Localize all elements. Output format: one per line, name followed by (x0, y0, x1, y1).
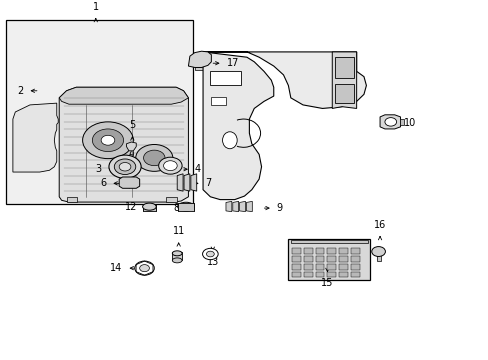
Polygon shape (194, 67, 206, 69)
Polygon shape (59, 87, 188, 202)
Bar (304, 264, 312, 270)
Polygon shape (190, 174, 196, 191)
Text: 1: 1 (93, 2, 99, 12)
Text: 7: 7 (205, 178, 211, 188)
Circle shape (114, 159, 136, 175)
Bar (292, 264, 301, 270)
Bar (172, 252, 182, 260)
Bar (210, 71, 240, 85)
Circle shape (163, 161, 177, 171)
Bar (304, 256, 312, 262)
Bar (376, 252, 380, 261)
Polygon shape (225, 201, 231, 212)
Bar (327, 272, 335, 277)
Bar (211, 97, 225, 105)
Text: 17: 17 (226, 58, 238, 68)
Bar (304, 272, 312, 277)
Text: 15: 15 (321, 278, 333, 288)
Text: 11: 11 (172, 226, 184, 237)
Circle shape (206, 251, 214, 257)
Bar (5, 20, 193, 204)
Circle shape (109, 155, 141, 179)
Polygon shape (246, 201, 252, 212)
Bar (315, 272, 324, 277)
Polygon shape (203, 52, 273, 199)
Polygon shape (188, 51, 211, 67)
Circle shape (82, 122, 133, 159)
Bar (66, 197, 77, 202)
Bar (334, 57, 353, 78)
Circle shape (136, 144, 172, 171)
Ellipse shape (142, 203, 156, 210)
Bar (315, 248, 324, 254)
Bar (315, 256, 324, 262)
Bar (334, 84, 353, 103)
Bar (338, 272, 347, 277)
Bar (142, 204, 156, 211)
Polygon shape (232, 201, 238, 212)
Circle shape (92, 129, 123, 152)
Circle shape (101, 135, 115, 145)
Polygon shape (239, 201, 245, 212)
Text: 5: 5 (129, 120, 135, 130)
Polygon shape (126, 142, 136, 151)
Circle shape (140, 265, 149, 272)
Bar (292, 248, 301, 254)
Bar (327, 248, 335, 254)
Polygon shape (183, 174, 189, 191)
Circle shape (158, 157, 182, 174)
Ellipse shape (172, 258, 182, 263)
Bar (290, 240, 367, 243)
Polygon shape (13, 103, 58, 172)
Bar (177, 203, 194, 211)
Bar (350, 248, 359, 254)
Polygon shape (379, 115, 400, 129)
Bar (288, 239, 369, 280)
Bar (166, 197, 177, 202)
Text: 8: 8 (173, 203, 179, 213)
Text: 6: 6 (100, 178, 106, 188)
Ellipse shape (177, 202, 194, 211)
Bar (350, 256, 359, 262)
Text: 2: 2 (18, 86, 23, 96)
Circle shape (202, 248, 218, 260)
Bar (327, 264, 335, 270)
Text: 4: 4 (194, 164, 201, 174)
Polygon shape (331, 52, 356, 108)
Polygon shape (203, 52, 366, 108)
Bar (399, 119, 404, 125)
Text: 10: 10 (404, 118, 416, 128)
Bar (338, 248, 347, 254)
Bar (350, 272, 359, 277)
Ellipse shape (172, 251, 182, 256)
Bar (292, 272, 301, 277)
Bar (315, 264, 324, 270)
Circle shape (384, 118, 396, 126)
Text: 14: 14 (110, 263, 122, 273)
Text: 13: 13 (206, 257, 219, 267)
Polygon shape (59, 87, 188, 104)
Bar (304, 248, 312, 254)
Text: 16: 16 (373, 220, 386, 230)
Circle shape (119, 162, 131, 171)
Polygon shape (177, 174, 183, 191)
Ellipse shape (222, 132, 237, 149)
Circle shape (371, 247, 385, 256)
Bar (327, 256, 335, 262)
Bar (292, 256, 301, 262)
Text: 3: 3 (95, 163, 102, 174)
Text: 12: 12 (124, 202, 137, 212)
Bar (338, 264, 347, 270)
Circle shape (143, 150, 164, 166)
Bar (350, 264, 359, 270)
Bar (338, 256, 347, 262)
Text: 9: 9 (276, 203, 282, 213)
Polygon shape (119, 177, 140, 188)
Circle shape (135, 261, 154, 275)
